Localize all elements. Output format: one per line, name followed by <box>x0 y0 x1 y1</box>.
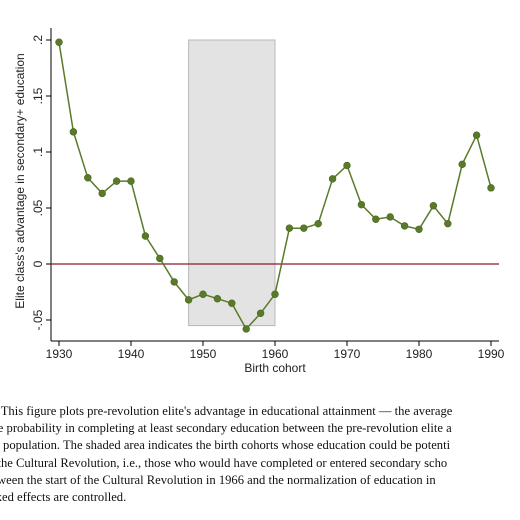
data-point <box>415 225 423 233</box>
x-tick-label: 1930 <box>46 347 73 361</box>
data-point <box>372 215 380 223</box>
caption-line: the probability in completing at least s… <box>0 421 452 436</box>
x-tick-label: 1970 <box>334 347 361 361</box>
x-tick-label: 1980 <box>406 347 433 361</box>
data-point <box>213 295 222 303</box>
y-tick-label: .15 <box>31 87 45 104</box>
y-tick-label: .05 <box>31 199 45 216</box>
data-point <box>487 184 495 192</box>
data-point <box>271 290 279 298</box>
shaded-region <box>188 39 276 327</box>
y-tick-label: .1 <box>31 147 45 157</box>
data-point <box>69 128 78 136</box>
data-point <box>84 174 92 182</box>
data-point <box>314 219 322 228</box>
caption-line: 1: This figure plots pre-revolution elit… <box>0 404 453 418</box>
data-point <box>184 296 193 304</box>
data-point <box>472 131 481 139</box>
data-point <box>429 202 438 210</box>
data-point <box>228 299 236 307</box>
data-point <box>285 224 294 232</box>
data-point <box>112 177 121 185</box>
data-point <box>242 325 250 333</box>
figure-caption: 1: This figure plots pre-revolution elit… <box>0 403 520 506</box>
data-point <box>458 160 466 169</box>
y-tick-label: -.05 <box>31 309 45 330</box>
data-point <box>199 290 207 298</box>
caption-line: etween the start of the Cultural Revolut… <box>0 472 436 487</box>
data-point <box>386 213 394 221</box>
data-point <box>156 254 164 263</box>
data-point <box>343 161 351 170</box>
data-point <box>98 189 106 198</box>
data-point <box>256 309 265 317</box>
data-point <box>55 38 63 46</box>
data-point <box>444 219 452 228</box>
caption-line: he population. The shaded area indicates… <box>0 438 451 453</box>
y-axis-title: Elite class's advantage in secondary+ ed… <box>13 53 27 308</box>
data-point <box>141 232 150 240</box>
data-point <box>400 222 409 230</box>
caption-line: y the Cultural Revolution, i.e., those w… <box>0 455 448 470</box>
x-tick-label: 1990 <box>478 347 505 361</box>
data-point <box>127 177 135 185</box>
x-tick-label: 1960 <box>262 347 289 361</box>
caption-line: fixed effects are controlled. <box>0 490 127 505</box>
x-tick-label: 1940 <box>118 347 145 361</box>
data-point <box>170 278 178 286</box>
y-tick-label: 0 <box>31 260 45 267</box>
data-point <box>300 224 308 232</box>
x-axis-title: Birth cohort <box>244 361 306 375</box>
x-tick-label: 1950 <box>190 347 217 361</box>
y-tick-label: .2 <box>31 35 45 45</box>
data-point <box>328 175 337 183</box>
chart: 1930 1940 1950 1960 1970 1980 1990 -.05 0 .05 .1 .1… <box>13 28 505 375</box>
data-point <box>357 200 366 209</box>
